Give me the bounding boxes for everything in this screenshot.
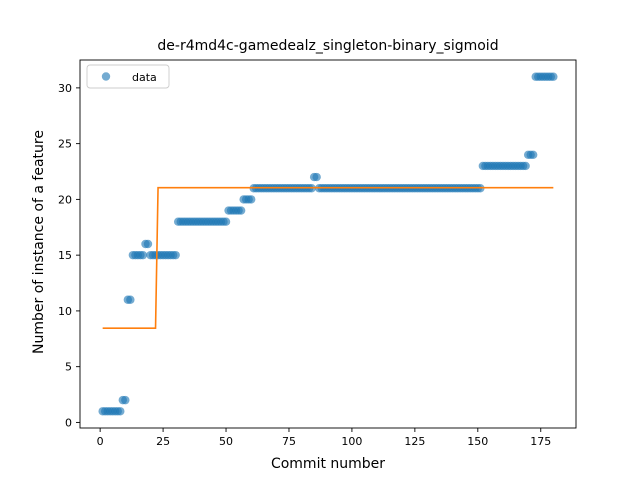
x-tick-label: 75 <box>282 435 296 448</box>
legend: data <box>86 64 170 89</box>
data-point <box>221 217 231 226</box>
x-tick-label: 0 <box>97 435 104 448</box>
x-tick-label: 25 <box>156 435 170 448</box>
legend-label: data <box>132 71 157 84</box>
data-point <box>116 407 125 416</box>
y-tick-label: 10 <box>58 305 72 318</box>
plot-area: 0 25 50 75 100 125 150 175 0 5 10 15 20 25 30 <box>58 59 577 448</box>
chart-title: de-r4md4c-gamedealz_singleton-binary_sig… <box>157 38 498 54</box>
y-tick-label: 0 <box>65 416 72 429</box>
data-point <box>528 150 538 159</box>
y-tick-label: 5 <box>65 361 72 374</box>
data-point <box>126 295 135 304</box>
data-point <box>236 206 246 215</box>
y-tick-label: 25 <box>58 138 72 151</box>
y-axis-label: Number of instance of a feature <box>31 130 47 354</box>
x-tick-label: 150 <box>467 435 488 448</box>
data-point <box>138 250 148 260</box>
x-axis-label: Commit number <box>271 456 385 472</box>
data-point <box>121 395 130 405</box>
y-tick-label: 20 <box>58 193 72 206</box>
x-tick-label: 100 <box>341 435 362 448</box>
legend-marker <box>101 72 111 81</box>
x-tick-label: 50 <box>219 435 233 448</box>
data-point <box>549 72 558 81</box>
fit-line <box>102 186 554 329</box>
x-tick-label: 125 <box>404 435 425 448</box>
y-tick-label: 30 <box>58 82 72 95</box>
data-point <box>143 239 153 249</box>
data-point <box>171 250 180 260</box>
y-tick-label: 15 <box>58 249 72 262</box>
data-point <box>312 172 321 182</box>
data-point <box>521 161 530 171</box>
legend-box <box>86 64 170 89</box>
axes-frame <box>79 59 577 429</box>
data-point <box>247 195 256 204</box>
x-tick-label: 175 <box>530 435 551 448</box>
